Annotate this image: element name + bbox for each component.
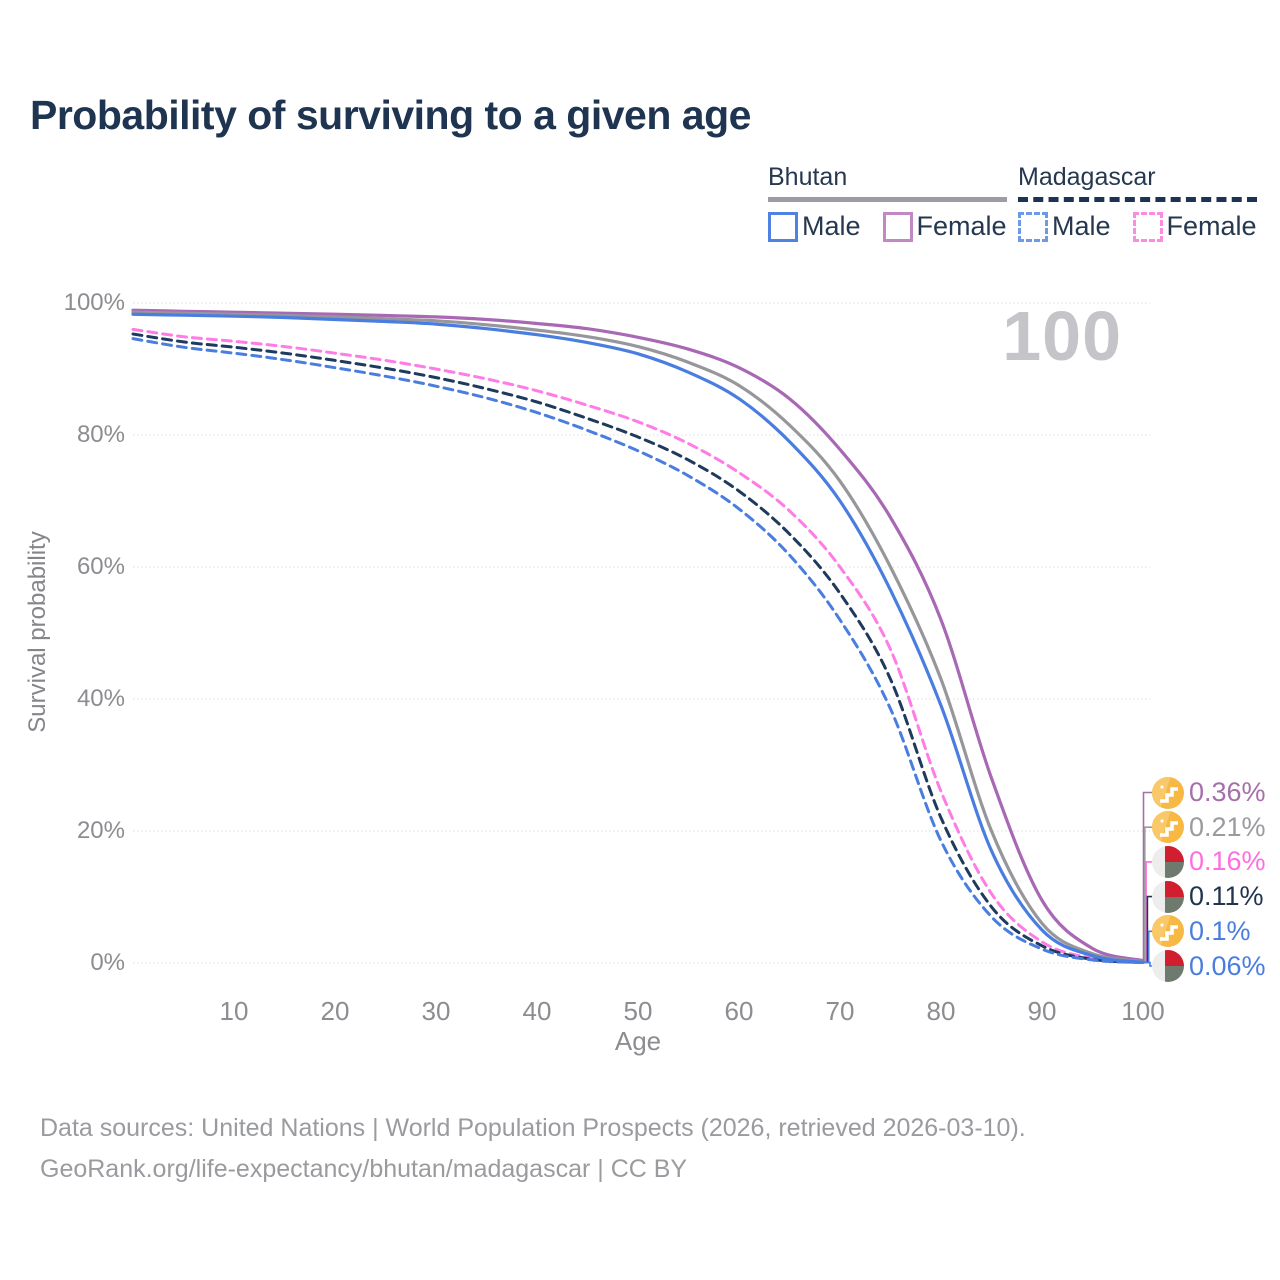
bhutan-flag-icon <box>1152 915 1184 948</box>
page-title: Probability of surviving to a given age <box>30 92 751 138</box>
y-tick-20: 20% <box>76 817 125 844</box>
series-line-bhutan-female <box>131 308 1145 963</box>
legend-group-bhutan: Bhutan Male Female <box>768 163 1007 242</box>
end-value-bhutan: 0.21% <box>1189 811 1266 842</box>
end-label-madagascar: 0.11% <box>1151 880 1264 914</box>
series-line-bhutan <box>131 310 1145 964</box>
legend-madagascar-linestyle-dashed <box>1018 197 1257 202</box>
legend-swatch-bhutan-female <box>882 211 913 242</box>
y-tick-60: 60% <box>76 553 125 580</box>
series-line-madagascar-male <box>131 337 1145 965</box>
legend-swatch-bhutan-male <box>768 211 798 242</box>
legend-item-madagascar-male[interactable]: Male <box>1018 211 1111 242</box>
legend-item-bhutan-female[interactable]: Female <box>882 211 1007 242</box>
footer-attribution: GeoRank.org/life-expectancy/bhutan/madag… <box>40 1154 688 1183</box>
x-tick-30: 30 <box>421 996 451 1026</box>
y-axis-title: Survival probability <box>24 531 51 733</box>
legend-label-bhutan-female: Female <box>916 211 1007 241</box>
madagascar-flag-icon <box>1152 845 1184 878</box>
end-label-madagascar-male: 0.06% <box>1151 949 1266 983</box>
x-tick-90: 90 <box>1027 996 1057 1026</box>
legend-label-madagascar-male: Male <box>1052 211 1111 241</box>
y-tick-100: 100% <box>63 289 125 316</box>
end-label-bhutan: 0.21% <box>1151 810 1266 844</box>
legend-madagascar-label[interactable]: Madagascar <box>1018 163 1156 191</box>
y-tick-80: 80% <box>76 421 125 448</box>
x-tick-50: 50 <box>623 996 653 1026</box>
x-tick-20: 20 <box>320 996 350 1026</box>
series-line-bhutan-male <box>131 312 1145 964</box>
y-tick-0: 0% <box>90 949 125 976</box>
madagascar-flag-icon <box>1152 950 1184 982</box>
end-label-madagascar-female: 0.16% <box>1151 845 1266 879</box>
end-label-bhutan-female: 0.36% <box>1151 776 1266 810</box>
leader-line-madagascar-male <box>1143 961 1152 967</box>
legend-group-madagascar: Madagascar Male Female <box>1018 163 1257 242</box>
legend-item-bhutan-male[interactable]: Male <box>768 211 861 242</box>
max-age-watermark: 100 <box>1002 297 1122 375</box>
legend-swatch-madagascar-female <box>1132 211 1163 242</box>
x-tick-40: 40 <box>522 996 552 1026</box>
madagascar-flag-icon <box>1152 880 1184 913</box>
end-value-madagascar: 0.11% <box>1189 881 1264 912</box>
end-label-bhutan-male: 0.1% <box>1151 914 1251 948</box>
end-value-madagascar-male: 0.06% <box>1189 950 1266 981</box>
bhutan-flag-icon <box>1152 776 1184 809</box>
x-tick-100: 100 <box>1121 996 1165 1026</box>
series-line-madagascar <box>131 332 1145 964</box>
y-tick-40: 40% <box>76 685 125 712</box>
end-value-bhutan-male: 0.1% <box>1189 915 1251 946</box>
legend-bhutan-label[interactable]: Bhutan <box>768 163 848 191</box>
series-line-madagascar-female <box>131 327 1145 964</box>
legend-label-madagascar-female: Female <box>1166 211 1257 241</box>
legend-bhutan-linestyle-solid <box>768 197 1007 202</box>
x-tick-70: 70 <box>825 996 855 1026</box>
legend-swatch-madagascar-male <box>1018 211 1048 242</box>
end-value-madagascar-female: 0.16% <box>1189 846 1266 877</box>
x-axis-title: Age <box>614 1026 662 1056</box>
legend-item-madagascar-female[interactable]: Female <box>1132 211 1257 242</box>
footer-sources: Data sources: United Nations | World Pop… <box>40 1114 1026 1142</box>
footer: Data sources: United Nations | World Pop… <box>40 1108 1026 1189</box>
end-value-bhutan-female: 0.36% <box>1189 777 1266 807</box>
x-tick-10: 10 <box>219 996 249 1026</box>
legend-label-bhutan-male: Male <box>802 211 861 241</box>
bhutan-flag-icon <box>1152 811 1184 844</box>
x-tick-60: 60 <box>724 996 754 1026</box>
x-tick-80: 80 <box>926 996 956 1026</box>
